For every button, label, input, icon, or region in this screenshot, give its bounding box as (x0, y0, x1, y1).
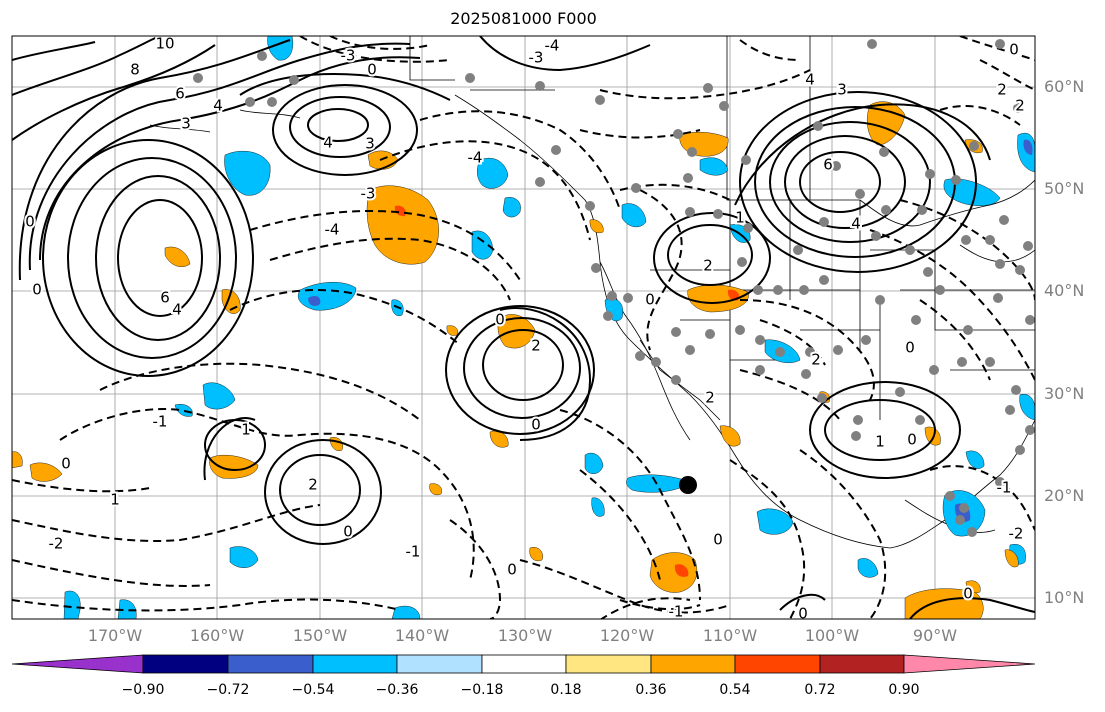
colorbar-tick-label: 0.90 (888, 682, 920, 698)
contour-label: 4 (213, 97, 223, 115)
colorbar-tick-label: −0.36 (375, 682, 419, 698)
contour-label: 6 (160, 289, 170, 307)
contour-label: 0 (343, 523, 353, 541)
colorbar-extend-min (11, 654, 144, 674)
lat-label: 10°N (1044, 588, 1085, 607)
colorbar-tick-label: −0.72 (206, 682, 250, 698)
contour-label: -1 (406, 543, 421, 561)
contour-label: 1 (241, 421, 251, 439)
lon-label: 90°W (912, 626, 958, 645)
lon-label: 130°W (497, 626, 553, 645)
plot-frame (11, 35, 1036, 620)
coastlines (149, 36, 1035, 549)
contour-label: 4 (172, 301, 182, 319)
colorbar-tick-label: 0.18 (550, 682, 582, 698)
contour-label: 1 (735, 209, 745, 227)
contour-label: 0 (25, 213, 35, 231)
lon-label: 120°W (599, 626, 655, 645)
solid-contours (12, 36, 1035, 619)
lat-label: 50°N (1044, 179, 1085, 198)
contour-label: 0 (61, 455, 71, 473)
contour-label: 0 (798, 605, 808, 623)
contour-label: 0 (713, 531, 723, 549)
contour-label: 6 (823, 156, 833, 174)
contour-label: 0 (495, 311, 505, 329)
lat-label: 30°N (1044, 384, 1085, 403)
lon-label: 170°W (87, 626, 143, 645)
lon-label: 150°W (292, 626, 348, 645)
map-title: 2025081000 F000 (450, 9, 597, 28)
contour-label: 2 (531, 337, 541, 355)
lon-label: 110°W (702, 626, 758, 645)
contour-label: 0 (905, 339, 915, 357)
contour-label: 0 (507, 561, 517, 579)
station-markers (193, 39, 1035, 537)
contour-label: -3 (361, 185, 376, 203)
contour-label: -1 (997, 479, 1012, 497)
contour-label: -2 (1009, 525, 1024, 543)
contour-label: -3 (529, 49, 544, 67)
contour-label: -4 (545, 37, 560, 55)
storm-center-marker (679, 476, 697, 494)
contour-label: 2 (997, 81, 1007, 99)
contour-label: 2 (703, 257, 713, 275)
contour-label: -1 (153, 413, 168, 431)
contour-label: 8 (130, 61, 140, 79)
colorbar-tick-label: −0.54 (291, 682, 335, 698)
contour-label: -4 (468, 149, 483, 167)
lon-label: 160°W (189, 626, 245, 645)
contour-label: 1 (110, 491, 120, 509)
contour-label: 4 (323, 134, 333, 152)
contour-labels: 10 8 6 4 3 4 3 -3 0 -3 -4 -3 -4 -4 6 4 0… (23, 35, 1027, 623)
contour-label: -1 (669, 603, 684, 621)
contour-label: 0 (1009, 41, 1019, 59)
colorbar-tick-label: 0.72 (804, 682, 836, 698)
contour-label: -2 (49, 535, 64, 553)
positive-strong-fills (394, 205, 740, 577)
colorbar (11, 654, 1036, 674)
dashed-contours (12, 36, 1035, 619)
colorbar-tick-label: −0.18 (460, 682, 504, 698)
contour-label: -4 (325, 221, 340, 239)
contour-label: 10 (155, 35, 174, 53)
contour-label: 2 (705, 389, 715, 407)
contour-label: 4 (805, 71, 815, 89)
contour-label: 2 (308, 476, 318, 494)
lon-label: 100°W (804, 626, 860, 645)
contour-label: 4 (851, 215, 861, 233)
colorbar-tick-label: 0.54 (719, 682, 751, 698)
lat-label: 20°N (1044, 486, 1085, 505)
contour-label: 3 (181, 115, 191, 133)
contour-label: 0 (367, 61, 377, 79)
contour-label: 3 (837, 81, 847, 99)
contour-label: 2 (811, 351, 821, 369)
lat-label: 60°N (1044, 77, 1085, 96)
colorbar-tick-label: −0.90 (121, 682, 165, 698)
colorbar-extend-max (903, 654, 1036, 674)
contour-label: 3 (365, 135, 375, 153)
contour-label: 1 (875, 433, 885, 451)
contour-label: 0 (645, 291, 655, 309)
lon-label: 140°W (394, 626, 450, 645)
contour-label: 0 (32, 281, 42, 299)
colorbar-tick-label: 0.36 (635, 682, 667, 698)
contour-label: 2 (1015, 97, 1025, 115)
contour-label: -3 (341, 47, 356, 65)
contour-label: 0 (907, 431, 917, 449)
contour-label: 0 (963, 585, 973, 603)
lat-label: 40°N (1044, 281, 1085, 300)
contour-label: 6 (175, 85, 185, 103)
contour-label: 0 (531, 416, 541, 434)
